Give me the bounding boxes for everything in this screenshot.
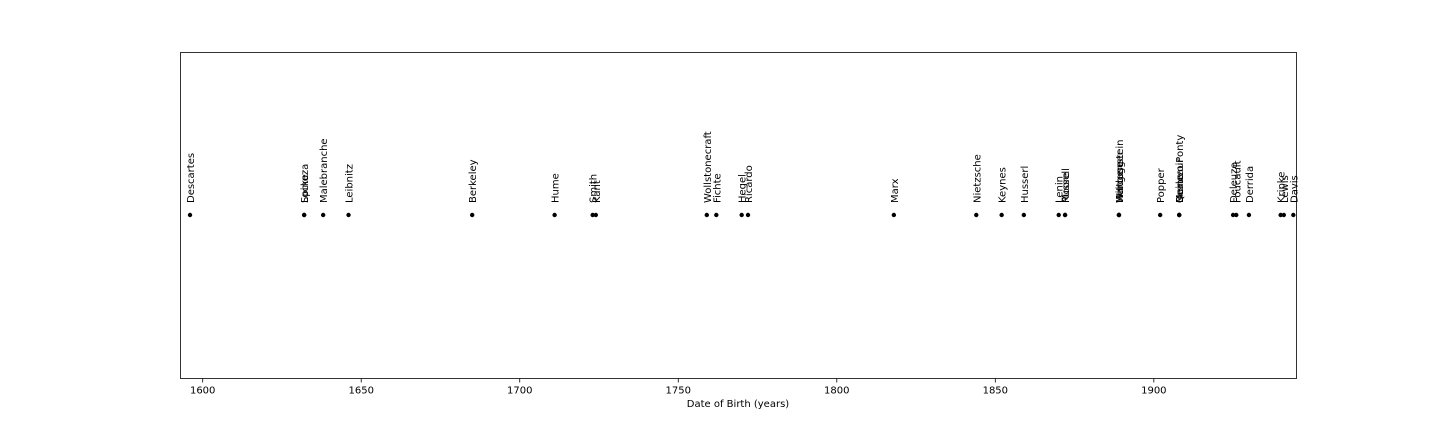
data-point xyxy=(593,212,599,218)
point-label: Wollstonecraft xyxy=(703,131,714,203)
data-point xyxy=(469,212,475,218)
point-label: MerleauPonty xyxy=(1175,135,1186,203)
point-label: Husserl xyxy=(1020,166,1031,203)
point-label: Davis xyxy=(1289,175,1300,203)
point-label: Smith xyxy=(589,174,600,203)
data-point xyxy=(346,212,351,218)
point-label: Marx xyxy=(890,178,901,203)
x-tick-label: 1800 xyxy=(824,386,849,397)
x-tick-label: 1700 xyxy=(507,386,532,397)
point-label: Spinoza xyxy=(300,164,311,203)
point-label: Deleuze xyxy=(1229,162,1240,203)
data-point xyxy=(1062,212,1068,218)
point-label: Kant xyxy=(592,180,603,203)
data-point xyxy=(552,212,557,218)
plot-frame xyxy=(180,52,1297,379)
point-label: Russell xyxy=(1061,168,1072,203)
point-label: Ricardo xyxy=(744,165,755,203)
point-label: Leibnitz xyxy=(345,164,356,203)
x-tick-label: 1900 xyxy=(1141,386,1166,397)
point-label: Malebranche xyxy=(319,138,330,203)
point-label: Heidegger xyxy=(1115,150,1126,203)
point-label: Marcuse xyxy=(1115,161,1126,203)
data-point xyxy=(745,212,751,218)
point-label: Foucault xyxy=(1232,160,1243,203)
point-label: Derrida xyxy=(1245,166,1256,203)
point-label: Hegel xyxy=(738,174,749,203)
point-label: Berkeley xyxy=(468,159,479,203)
point-label: Moore xyxy=(1061,172,1072,203)
point-label: Popper xyxy=(1156,167,1167,203)
point-label: Descartes xyxy=(186,153,197,203)
data-point xyxy=(1021,212,1027,218)
data-point xyxy=(1176,212,1182,218)
point-label: Quine xyxy=(1175,174,1186,203)
point-label: Fichte xyxy=(712,173,723,203)
data-point xyxy=(1281,212,1287,218)
point-label: Lenin xyxy=(1055,176,1066,203)
data-point xyxy=(590,212,595,218)
data-point xyxy=(1291,212,1296,218)
x-axis-label: Date of Birth (years) xyxy=(687,399,790,410)
data-point xyxy=(999,212,1004,218)
point-label: Wittgenstein xyxy=(1115,139,1126,203)
point-label: Keynes xyxy=(998,167,1009,203)
data-point xyxy=(1234,212,1239,218)
x-tick-label: 1600 xyxy=(190,386,215,397)
data-point xyxy=(714,212,719,218)
data-point xyxy=(1116,212,1122,218)
data-point xyxy=(1278,212,1283,218)
data-point xyxy=(891,212,897,218)
data-points xyxy=(187,212,1296,218)
x-tick-label: 1750 xyxy=(666,386,691,397)
point-label: Hume xyxy=(551,173,562,203)
x-axis-ticks: 1600 1650 1700 1750 1800 1850 1900 xyxy=(190,378,1167,397)
point-label: Beauvoir xyxy=(1175,158,1186,203)
data-point xyxy=(301,212,307,218)
data-point xyxy=(187,212,193,218)
point-label: Nietzsche xyxy=(972,154,983,203)
data-point xyxy=(704,212,709,218)
data-point xyxy=(1246,212,1252,218)
x-tick-label: 1650 xyxy=(348,386,373,397)
point-label: Kripke xyxy=(1277,172,1288,203)
data-point xyxy=(1056,212,1061,218)
data-point xyxy=(1230,212,1236,218)
data-point xyxy=(320,212,326,218)
point-label: Lewis xyxy=(1280,175,1291,203)
data-point xyxy=(739,212,744,218)
point-label: Locke xyxy=(300,174,311,203)
x-tick-label: 1850 xyxy=(983,386,1008,397)
data-point xyxy=(1157,212,1163,218)
data-point xyxy=(974,212,979,218)
